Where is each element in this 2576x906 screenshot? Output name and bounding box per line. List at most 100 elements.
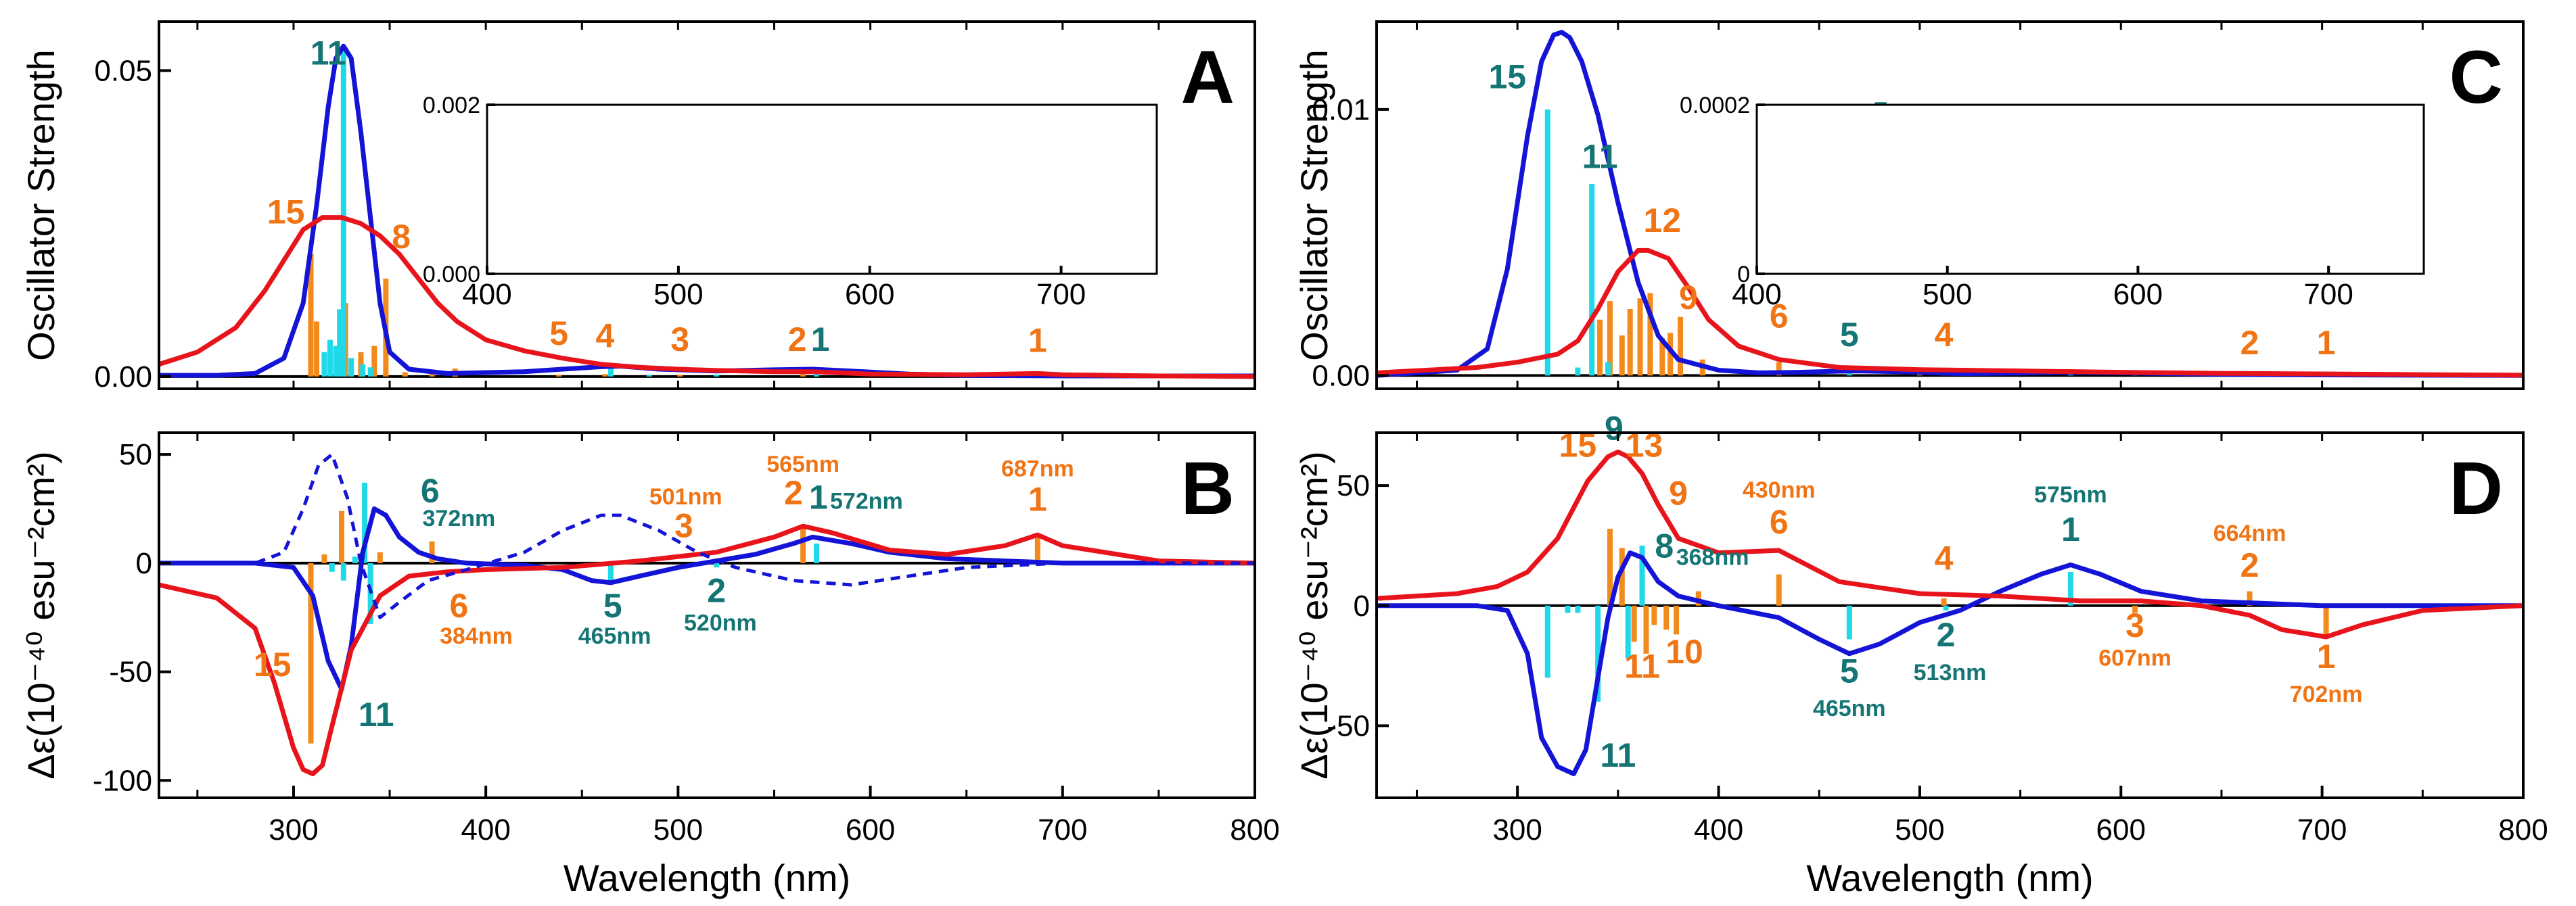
panel-C-annotation-4: 6: [1770, 297, 1789, 335]
panel-A-annotation-5: 3: [670, 320, 689, 358]
panel-C-annotation-2: 12: [1643, 201, 1681, 239]
panel-D-annotation-1: 9: [1605, 410, 1624, 448]
panel-D-annotation-8: 11: [1624, 647, 1660, 685]
panel-D-annotation-16: 2: [1937, 616, 1956, 654]
panel-B-annotation-7: 3: [674, 506, 693, 544]
panel-B-annotation-11: 520nm: [684, 611, 757, 636]
panel-A-inset-frame: [486, 103, 1158, 275]
panel-A-plot-area: [159, 43, 1255, 379]
panel-D-annotation-13: 1: [2061, 510, 2080, 548]
panel-B-series-red-curve: [159, 523, 1255, 777]
panel-C-annotation-0: 15: [1488, 57, 1526, 95]
panel-B-annotation-3: 372nm: [423, 506, 496, 531]
panel-D-series-red-curve: [1377, 449, 2523, 640]
panel-B-ytick-label-3: 50: [119, 438, 152, 471]
panel-C-annotation-3: 9: [1679, 279, 1698, 316]
panel-C-inset-ytick-label-0: 0: [1737, 262, 1750, 287]
panel-B-annotation-12: 565nm: [766, 452, 840, 477]
panel-B-annotation-5: 384nm: [440, 623, 513, 649]
panel-B-ylabel: Δε(10⁻⁴⁰ esu⁻²cm²): [20, 451, 62, 779]
panel-C-ytick-label-1: 0.01: [1312, 93, 1370, 126]
panel-B-annotation-16: 687nm: [1001, 456, 1074, 481]
panel-B-frame: [158, 431, 1256, 799]
panel-D-annotation-22: 1: [2317, 638, 2336, 675]
panel-D-annotation-15: 465nm: [1813, 696, 1886, 721]
panel-C-inset-xtick-label-2: 600: [2113, 278, 2163, 311]
panel-D-xtick-label-2: 500: [1895, 813, 1944, 847]
panel-B-annotation-9: 465nm: [578, 623, 651, 649]
panel-D-ytick-label-0: -50: [1327, 709, 1370, 742]
panel-C-annotation-5: 5: [1840, 316, 1859, 354]
panel-B-xtick-label-3: 600: [846, 813, 895, 847]
panel-B-plot-area: [159, 452, 1255, 777]
panel-D-annotation-5: 368nm: [1676, 544, 1749, 570]
panel-D-annotation-14: 5: [1840, 652, 1859, 690]
panel-A-annotation-6: 2: [788, 320, 807, 358]
panel-A-annotation-7: 1: [811, 320, 830, 358]
panel-D-series-blue-curve: [1377, 550, 2523, 776]
panel-A-frame: [158, 20, 1256, 390]
panel-B-annotation-1: 11: [359, 696, 394, 734]
panel-C-series-red-curve: [1377, 247, 2523, 378]
panel-D-annotation-19: 2: [2240, 546, 2259, 584]
panel-B-xtick-label-2: 500: [653, 813, 703, 847]
panel-B-annotation-8: 5: [603, 587, 622, 625]
panel-A-annotation-4: 4: [595, 316, 614, 354]
panel-A-annotation-2: 8: [392, 218, 411, 256]
panel-D-annotation-23: 702nm: [2290, 682, 2363, 707]
panel-B-annotation-13: 2: [784, 474, 803, 512]
panel-D-xtick-label-3: 600: [2096, 813, 2146, 847]
panel-C-inset-frame: [1755, 103, 2425, 275]
panel-D-plot-area: [1377, 449, 2523, 776]
panel-C-inset-ytick-label-1: 0.0002: [1680, 93, 1750, 118]
panel-D-xtick-label-0: 300: [1492, 813, 1542, 847]
panel-C: 1511129654210.000.015345212100.000240050…: [1293, 20, 2525, 392]
panel-A-inset-xtick-label-3: 700: [1036, 278, 1086, 311]
panel-B-xtick-label-5: 800: [1230, 813, 1279, 847]
panel-B-xtick-label-4: 700: [1038, 813, 1087, 847]
panel-A-inset-ytick-label-0: 0.000: [423, 262, 480, 287]
panel-D-frame: [1375, 431, 2525, 799]
panel-B-annotation-0: 15: [254, 646, 292, 684]
panel-D-annotation-21: 607nm: [2098, 646, 2171, 671]
panel-D-annotation-9: 10: [1665, 633, 1703, 671]
panel-B-ytick-label-1: -50: [109, 656, 152, 689]
panel-D-annotation-4: 8: [1655, 527, 1674, 565]
panel-D-annotation-17: 513nm: [1914, 660, 1987, 686]
panel-C-inset-xtick-label-0: 400: [1732, 278, 1781, 311]
panel-B: 15116372nm6384nm501nm35465nm2520nm565nm2…: [20, 431, 1280, 899]
panel-C-letter: C: [2450, 36, 2503, 119]
panel-D-annotation-3: 9: [1669, 475, 1688, 512]
panel-A-annotation-0: 11: [310, 34, 346, 72]
panel-D-xlabel: Wavelength (nm): [1806, 857, 2093, 899]
panel-C-frame: [1375, 20, 2525, 390]
panel-D-xtick-label-1: 400: [1694, 813, 1743, 847]
panel-D-xtick-label-5: 800: [2498, 813, 2548, 847]
axes-layer: 111585432110.000.05515432210.0000.002400…: [20, 20, 2548, 899]
panel-A: 111585432110.000.05515432210.0000.002400…: [20, 20, 1256, 394]
panel-B-xtick-label-1: 400: [461, 813, 510, 847]
panel-B-xtick-label-0: 300: [269, 813, 318, 847]
panel-B-annotation-2: 6: [421, 472, 440, 510]
panel-C-annotation-1: 11: [1582, 137, 1618, 175]
panel-A-ylabel: Oscillator Strength: [20, 49, 62, 361]
panel-D-annotation-6: 430nm: [1743, 477, 1816, 503]
panel-C-inset-xtick-label-3: 700: [2303, 278, 2353, 311]
panel-C-ylabel: Oscillator Strength: [1293, 49, 1335, 361]
panel-B-xlabel: Wavelength (nm): [564, 857, 850, 899]
panel-D-ytick-label-2: 50: [1337, 469, 1370, 502]
panel-A-letter: A: [1181, 36, 1235, 119]
panel-B-letter: B: [1181, 447, 1235, 530]
panel-A-ytick-label-0: 0.00: [94, 360, 152, 394]
panel-A-inset-ytick-label-1: 0.002: [423, 93, 480, 118]
panel-D-xtick-label-4: 700: [2297, 813, 2347, 847]
panel-D-annotation-11: 4: [1935, 540, 1954, 577]
panel-A-inset-xtick-label-2: 600: [845, 278, 894, 311]
panel-D-annotation-7: 6: [1770, 503, 1789, 541]
panel-C-inset-xtick-label-1: 500: [1923, 278, 1972, 311]
panel-A-inset-xtick-label-0: 400: [462, 278, 511, 311]
